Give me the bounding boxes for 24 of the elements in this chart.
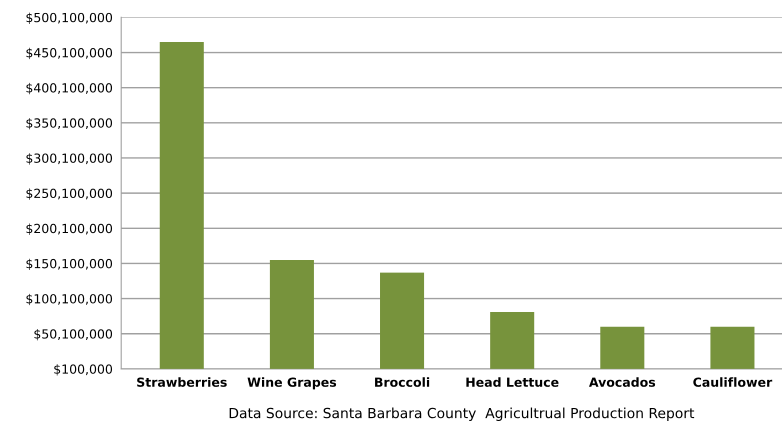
x-tick-label: Broccoli (375, 377, 430, 387)
x-tick-label: Strawberries (137, 377, 227, 387)
bar (160, 42, 204, 369)
y-tick-label: $450,100,000 (26, 48, 112, 60)
y-tick-label: $300,100,000 (26, 153, 112, 165)
y-tick-label: $100,000 (54, 364, 112, 376)
x-tick-label: Cauliflower (693, 377, 772, 387)
y-tick-label: $100,100,000 (26, 294, 112, 306)
bar (710, 326, 754, 369)
y-tick-label: $50,100,000 (34, 328, 112, 340)
source-note: Data Source: Santa Barbara County Agricultrual Production Report (230, 408, 694, 421)
y-tick-label: $200,100,000 (26, 224, 112, 235)
y-tick-label: $150,100,000 (26, 258, 112, 270)
y-tick-label: $400,100,000 (26, 82, 112, 94)
bar (490, 312, 534, 369)
x-tick-label: Avocados (588, 377, 656, 387)
bar (380, 272, 424, 369)
bar (600, 326, 644, 369)
y-tick-label: $350,100,000 (26, 118, 112, 130)
y-tick-label: $500,100,000 (26, 12, 112, 24)
x-tick-label: Head Lettuce (466, 377, 558, 387)
y-tick-label: $250,100,000 (26, 188, 112, 200)
bar (270, 260, 314, 369)
x-tick-label: Wine Grapes (248, 377, 336, 390)
